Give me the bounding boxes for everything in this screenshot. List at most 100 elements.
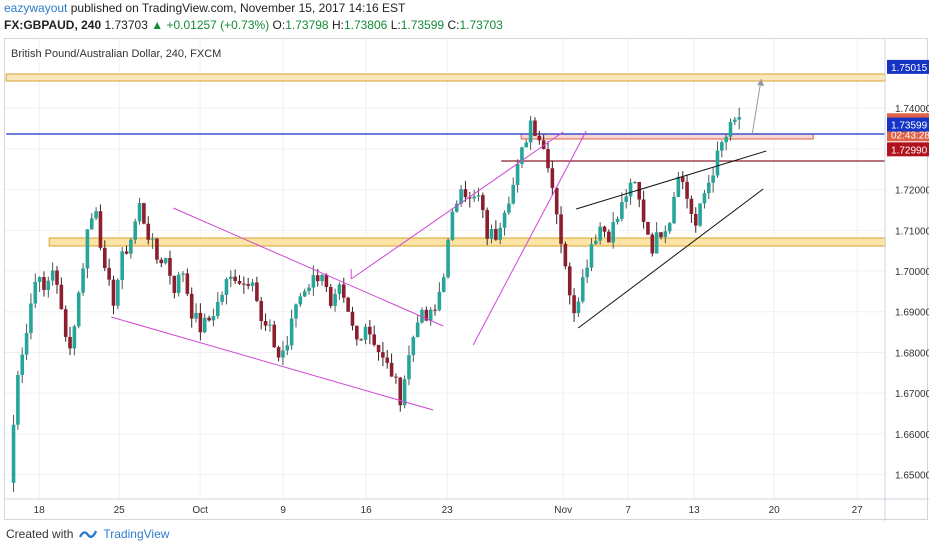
candle-body [341,284,346,298]
candle-body [724,136,728,143]
candle-body [111,279,116,306]
candle-body [524,142,529,148]
candle-body [646,221,650,235]
candle-body [311,275,316,288]
candle-body [502,212,507,228]
candle-body [272,324,277,348]
y-tick-label: 1.68000 [895,348,929,359]
candle-body [672,196,676,224]
candle-body [168,258,172,276]
candle-body [585,267,589,278]
price-chart[interactable]: 1.65000 1.66000 1.67000 1.68000 1.69000 1.700… [5,39,929,521]
price-tag [887,117,929,132]
candle-body [706,182,711,194]
footer: Created with TradingView [6,527,169,541]
low-value: 1.73599 [400,18,445,32]
candle-body [641,199,646,222]
rising-channel-upper [350,131,564,280]
candle-body [246,284,250,286]
resistance-zone-1737 [520,133,814,140]
candle-body [185,273,190,294]
candle-body [472,196,476,199]
x-tick-label: 9 [280,505,286,516]
publish-info: eazywayout published on TradingView.com,… [4,1,405,15]
rising-channel-lower [472,130,587,346]
symbol-label: FX:GBPAUD, 240 [4,18,102,32]
candle-body [420,309,424,323]
y-tick-label: 1.65000 [895,471,929,482]
x-tick-label: 20 [769,505,781,516]
candle-body [428,309,433,321]
candle-body [24,333,29,355]
candle-body [463,189,468,198]
candle-body [289,318,294,346]
open-label: O: [272,18,286,32]
projection-arrow-head [757,79,765,86]
candle-body [559,214,563,244]
candle-body [68,336,72,349]
candle-body [176,274,181,293]
publish-text: published on TradingView.com, November 1… [70,1,406,15]
candle-body [16,374,20,425]
candle-body [611,222,615,243]
candle-body [198,312,203,333]
candle-body [615,218,620,223]
candle-body [333,293,337,306]
candle-body [411,337,416,356]
candle-body [281,350,285,358]
chart-frame[interactable]: 1.65000 1.66000 1.67000 1.68000 1.69000 1.700… [4,38,929,521]
author-link[interactable]: eazywayout [4,1,68,15]
candle-body [481,195,485,211]
candle-body [46,280,51,290]
candle-body [737,117,741,120]
candle-body [337,284,342,294]
y-tick-label: 1.71000 [895,226,929,237]
candle-body [268,324,272,326]
candle-body [328,287,333,306]
candle-body [237,281,242,284]
candle-body [628,182,633,197]
wedge-upper-line [576,150,767,210]
candle-body [276,347,281,358]
candle-body [424,309,429,321]
tradingview-link[interactable]: TradingView [103,527,170,541]
candle-body [594,240,598,245]
x-tick-label: 16 [361,505,373,516]
candle-body [654,232,659,254]
candle-body [359,339,363,341]
candle-body [659,232,663,238]
x-tick-label: Nov [554,505,572,516]
high-value: 1.73806 [343,18,388,32]
y-tick-label: 1.70000 [895,267,929,278]
candle-body [50,270,55,281]
candle-body [589,244,594,268]
candle-body [702,193,707,204]
candle-body [511,184,516,204]
candle-body [476,195,481,197]
resistance-zone-upper [5,73,886,82]
support-zone-1710 [48,237,886,247]
candle-body [728,121,733,137]
candle-body [402,379,407,406]
candle-body [689,198,694,215]
candle-body [194,312,198,319]
x-tick-label: 25 [114,505,126,516]
candle-body [150,238,155,240]
candle-body [520,147,524,164]
candle-body [381,352,385,358]
candle-body [620,202,624,219]
candle-body [146,223,151,240]
candle-body [550,168,555,188]
tradingview-logo-icon [79,530,98,538]
candle-body [285,345,290,351]
candle-body [368,326,372,335]
candle-body [229,276,233,280]
price-change: +0.01257 (+0.73%) [166,18,270,32]
candle-body [181,273,185,275]
x-tick-label: Oct [192,505,208,516]
change-arrow-icon: ▲ [151,18,164,32]
candle-body [307,287,311,292]
candle-body [250,282,255,286]
candle-body [567,266,572,296]
candle-body [398,377,403,406]
